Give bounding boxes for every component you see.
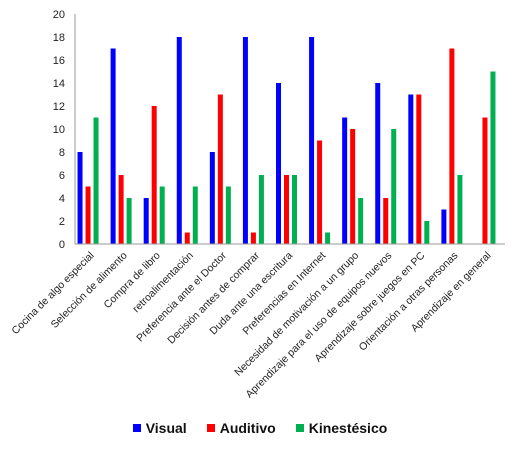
bar-kinestésico-8: [358, 198, 364, 244]
y-tick-label: 16: [53, 55, 65, 67]
bar-visual-4: [209, 152, 215, 244]
x-category-label: Necesidad de motivación a un grupo: [232, 250, 361, 379]
bar-visual-11: [441, 209, 447, 244]
bar-kinestésico-7: [325, 232, 331, 244]
y-tick-label: 14: [53, 78, 65, 90]
bar-visual-8: [342, 117, 348, 244]
y-tick-label: 8: [59, 147, 65, 159]
bar-auditivo-8: [350, 129, 356, 244]
x-category-label: Compra de libro: [102, 250, 163, 311]
bar-kinestésico-11: [457, 175, 463, 244]
bar-auditivo-2: [151, 106, 157, 244]
bar-auditivo-6: [284, 175, 289, 244]
bar-auditivo-10: [416, 94, 422, 244]
y-tick-label: 18: [53, 32, 65, 44]
chart-legend: Visual Auditivo Kinestésico: [0, 420, 520, 436]
bar-auditivo-5: [250, 232, 256, 244]
bar-kinestésico-1: [126, 198, 132, 244]
legend-label: Visual: [145, 420, 187, 436]
bar-kinestésico-5: [258, 175, 264, 244]
bar-area: [77, 37, 496, 244]
bar-kinestésico-2: [159, 186, 165, 244]
bar-visual-10: [408, 94, 414, 244]
bar-kinestésico-0: [93, 117, 99, 244]
bar-auditivo-1: [118, 175, 124, 244]
y-tick-label: 4: [59, 193, 65, 205]
y-tick-label: 2: [59, 216, 65, 228]
bar-auditivo-11: [449, 48, 455, 244]
y-tick-label: 12: [53, 101, 65, 113]
bar-auditivo-4: [217, 94, 223, 244]
y-tick-label: 10: [53, 124, 65, 136]
legend-swatch: [206, 424, 215, 432]
bar-auditivo-9: [383, 198, 389, 244]
bar-kinestésico-12: [490, 71, 496, 244]
legend-label: Auditivo: [219, 420, 276, 436]
bar-visual-1: [110, 48, 116, 244]
bar-kinestésico-10: [424, 221, 430, 244]
bar-auditivo-7: [317, 140, 323, 244]
bar-visual-5: [242, 37, 248, 244]
legend-item-visual: Visual: [132, 420, 187, 436]
bar-auditivo-0: [85, 186, 91, 244]
bar-auditivo-12: [482, 117, 488, 244]
x-category-label: retroalimentación: [130, 250, 196, 316]
legend-swatch: [132, 424, 141, 432]
bar-visual-0: [77, 152, 83, 244]
legend-item-auditivo: Auditivo: [206, 420, 276, 436]
bar-auditivo-3: [184, 232, 190, 244]
legend-item-kinestésico: Kinestésico: [295, 420, 388, 436]
bar-kinestésico-3: [192, 186, 198, 244]
bar-kinestésico-6: [292, 175, 297, 244]
y-tick-label: 20: [53, 9, 65, 21]
y-tick-label: 6: [59, 170, 65, 182]
bar-kinestésico-9: [391, 129, 397, 244]
y-axis: 0 2 4 6 8 10 12 14 16 18 20: [53, 9, 76, 251]
bar-visual-3: [176, 37, 182, 244]
bar-kinestésico-4: [225, 186, 231, 244]
bar-visual-9: [375, 83, 381, 244]
bar-chart: 0 2 4 6 8 10 12 14 16 18 20 Cocina de algo especia…: [9, 9, 505, 401]
bar-visual-2: [143, 198, 149, 244]
bar-visual-6: [276, 83, 281, 244]
bar-visual-7: [309, 37, 315, 244]
legend-label: Kinestésico: [308, 420, 388, 436]
y-tick-label: 0: [59, 239, 65, 251]
legend-swatch: [295, 424, 304, 432]
